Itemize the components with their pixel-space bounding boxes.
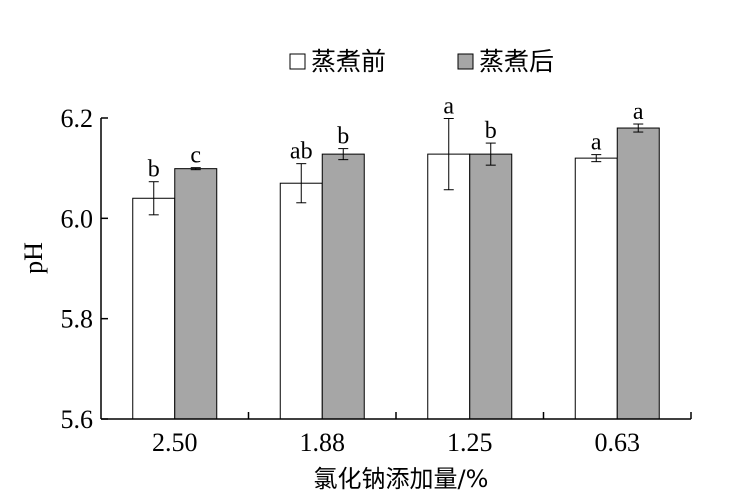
x-tick-label: 1.25 [447, 428, 493, 457]
legend: 蒸煮前 蒸煮后 [289, 47, 554, 76]
significance-letter: b [148, 157, 160, 183]
y-tick-label: 5.6 [61, 405, 94, 434]
x-tick-label: 2.50 [152, 428, 198, 457]
significance-letter: c [190, 143, 201, 169]
y-tick-label: 6.2 [61, 104, 94, 133]
bar-after-3 [469, 153, 513, 420]
y-tick-label: 5.8 [61, 305, 94, 334]
x-axis-label: 氯化钠添加量/% [314, 465, 489, 493]
x-tick-label: 1.88 [300, 428, 346, 457]
bar-before-3 [427, 153, 471, 420]
x-tick-label: 0.63 [595, 428, 641, 457]
bar-before-2 [279, 182, 323, 420]
legend-label-after: 蒸煮后 [479, 47, 554, 76]
y-tick-label: 6.0 [61, 204, 94, 233]
bar-after-1 [174, 168, 218, 420]
bar-before-4 [574, 157, 618, 420]
significance-letter: a [633, 99, 644, 125]
bar-after-2 [321, 153, 365, 420]
y-axis-label: pH [19, 242, 48, 274]
legend-swatch-before [289, 53, 306, 70]
significance-letter: a [591, 130, 602, 156]
axes-layer: 5.6 5.8 6.0 6.2 2.50 1.88 1.25 0.63 [61, 104, 692, 457]
significance-letter: b [337, 124, 349, 150]
bar-after-4 [616, 127, 660, 420]
legend-swatch-after [457, 53, 474, 70]
bar-before-1 [132, 197, 176, 420]
legend-label-before: 蒸煮前 [311, 47, 386, 76]
significance-letter: ab [290, 139, 313, 165]
significance-letter: b [485, 118, 497, 144]
significance-letter: a [443, 94, 454, 120]
